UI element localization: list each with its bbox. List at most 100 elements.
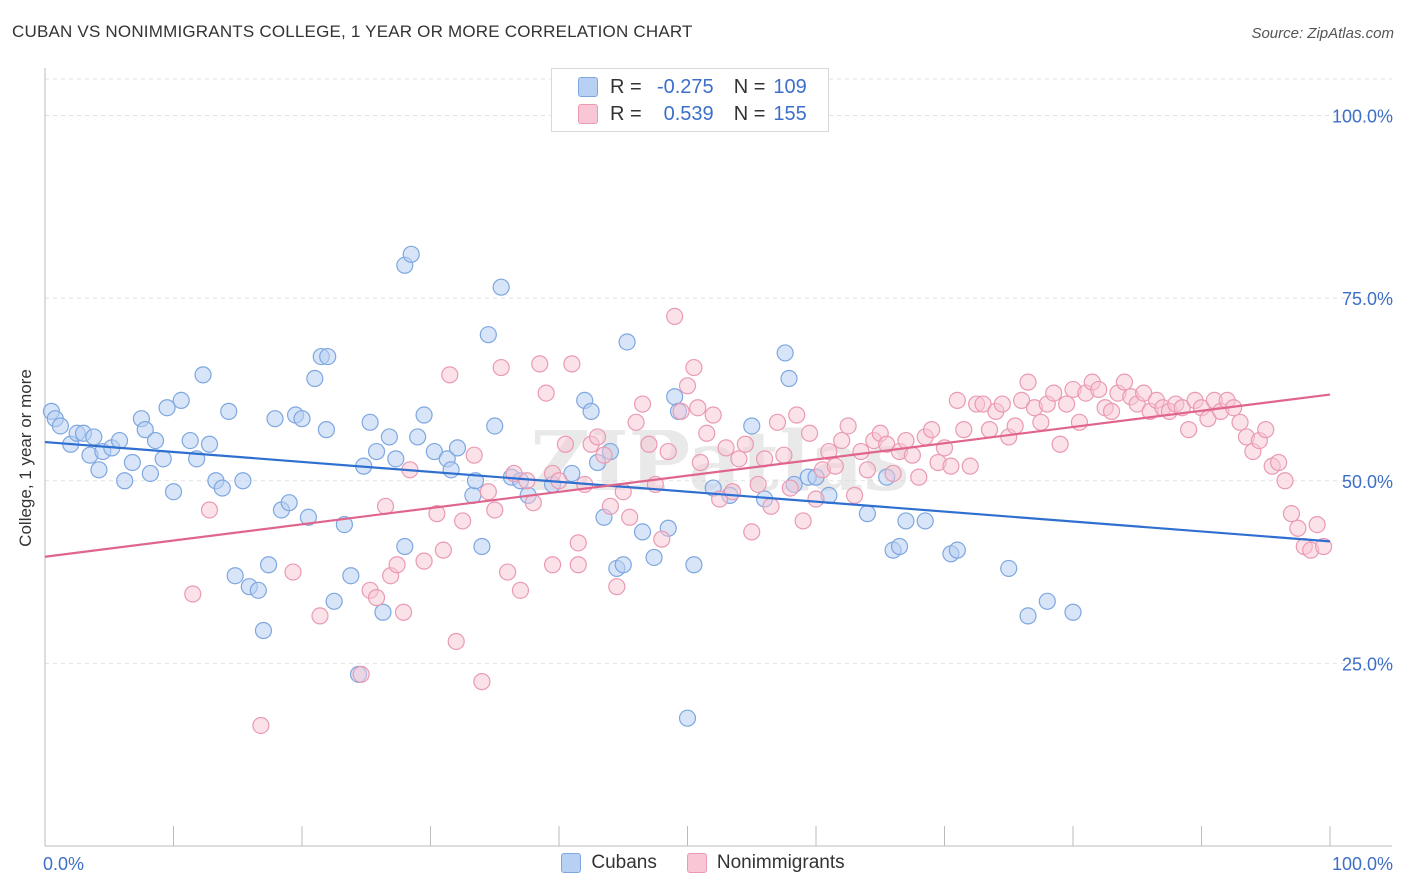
cubans-point <box>425 442 443 461</box>
nonimmigrants-point <box>1276 472 1294 490</box>
cubans-point <box>194 366 212 384</box>
chart-title: CUBAN VS NONIMMIGRANTS COLLEGE, 1 YEAR O… <box>12 22 693 41</box>
nonimmigrants-point <box>441 366 459 384</box>
cubans-point <box>266 410 284 428</box>
nonimmigrants-point <box>826 457 844 475</box>
cubans-n-value: 109 <box>773 75 807 98</box>
nonimmigrants-point <box>563 355 581 373</box>
nonimmigrants-point <box>781 479 799 497</box>
cubans-point <box>259 556 278 574</box>
cubans-point <box>317 421 336 439</box>
nonimmigrants-point <box>974 395 992 413</box>
nonimmigrants-point <box>1180 421 1198 439</box>
nonimmigrants-point <box>653 530 671 548</box>
nonimmigrants-point <box>1045 384 1063 402</box>
nonimmigrants-point <box>595 446 613 464</box>
nonimmigrants-legend-label: Nonimmigrants <box>716 852 845 873</box>
nonimmigrants-point <box>689 399 707 417</box>
nonimmigrants-point <box>511 581 530 599</box>
nonimmigrants-point <box>376 497 395 515</box>
nonimmigrants-point <box>537 384 555 402</box>
cubans-point <box>582 402 600 420</box>
cubans-point <box>396 537 414 556</box>
r-label: R = <box>610 75 642 98</box>
nonimmigrants-point <box>948 391 966 410</box>
cubans-point <box>614 556 632 574</box>
axes <box>44 68 1392 847</box>
nonimmigrants-point <box>666 307 684 326</box>
cubans-point <box>466 472 485 490</box>
nonimmigrants-point <box>434 541 452 559</box>
cubans-point <box>780 369 798 388</box>
series-nonimmigrants <box>184 307 1333 735</box>
nonimmigrants-point <box>428 505 446 523</box>
nonimmigrants-point <box>717 439 735 457</box>
nonimmigrants-point <box>942 457 960 475</box>
nonimmigrants-point <box>910 468 928 486</box>
nonimmigrants-point <box>1115 373 1134 391</box>
nonimmigrants-point <box>923 421 941 439</box>
cubans-point <box>387 450 405 468</box>
nonimmigrants-point <box>486 501 504 519</box>
cubans-point <box>141 464 159 483</box>
y-tick-label: 50.0% <box>1342 472 1393 492</box>
cubans-point <box>123 453 141 472</box>
nonimmigrants-point <box>800 424 819 442</box>
nonimmigrants-point <box>1282 505 1301 523</box>
cubans-point <box>633 523 652 541</box>
nonimmigrants-legend-swatch <box>686 853 707 873</box>
nonimmigrants-point <box>704 406 722 424</box>
cubans-point <box>678 709 697 727</box>
cubans-point <box>858 505 877 523</box>
nonimmigrants-point <box>1269 453 1288 472</box>
cubans-point <box>158 399 176 417</box>
cubans-point <box>415 406 433 424</box>
legend-item-nonimmigrants[interactable]: Nonimmigrants <box>686 852 845 874</box>
nonimmigrants-point <box>736 435 754 453</box>
nonimmigrants-point <box>601 497 620 515</box>
legend-item-cubans[interactable]: Cubans <box>561 852 657 874</box>
nonimmigrants-point <box>833 431 851 450</box>
cubans-point <box>645 548 663 567</box>
nonimmigrants-point <box>1090 380 1108 399</box>
nonimmigrants-point <box>698 424 716 442</box>
cubans-point <box>1000 559 1018 578</box>
cubans-r-value: -0.275 <box>656 75 714 98</box>
cubans-legend-swatch <box>561 853 582 873</box>
cubans-swatch <box>578 77 598 97</box>
nonimmigrants-point <box>569 556 587 574</box>
cubans-point <box>51 417 70 435</box>
cubans-point <box>897 512 915 530</box>
nonimmigrants-point <box>845 486 864 504</box>
nonimmigrants-point <box>311 607 329 625</box>
cubans-point <box>1064 603 1082 621</box>
nonimmigrants-point <box>775 446 793 464</box>
nonimmigrants-point <box>1032 413 1050 431</box>
cubans-point <box>319 347 337 366</box>
nonimmigrants-trend-line <box>44 393 1331 558</box>
nonimmigrants-point <box>897 431 915 450</box>
x-tick-label-min: 0.0% <box>43 854 84 874</box>
cubans-point <box>685 556 703 574</box>
nonimmigrants-point <box>1102 402 1121 420</box>
nonimmigrants-point <box>388 556 406 574</box>
nonimmigrants-point <box>627 413 645 431</box>
nonimmigrants-point <box>762 497 780 515</box>
nonimmigrants-point <box>788 406 806 424</box>
cubans-point <box>367 442 386 461</box>
cubans-point <box>136 421 154 439</box>
nonimmigrants-point <box>447 632 465 651</box>
cubans-point <box>293 410 311 428</box>
nonimmigrants-r-value: 0.539 <box>663 102 714 125</box>
nonimmigrants-point <box>1231 413 1249 431</box>
nonimmigrants-point <box>1006 417 1024 435</box>
cubans-point <box>154 450 172 468</box>
nonimmigrants-point <box>749 475 767 494</box>
nonimmigrants-point <box>352 665 370 683</box>
nonimmigrants-point <box>1051 435 1069 453</box>
cubans-point <box>479 326 497 344</box>
cubans-point <box>374 603 392 621</box>
cubans-point <box>220 402 238 420</box>
nonimmigrants-point <box>1019 373 1037 391</box>
cubans-point <box>226 567 244 585</box>
